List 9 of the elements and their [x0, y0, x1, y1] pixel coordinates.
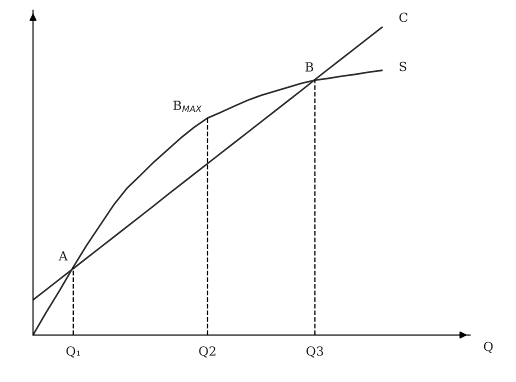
x-tick-label: Q3 — [306, 346, 324, 358]
series-label: C — [399, 12, 408, 22]
x-tick-label: Q₁ — [66, 346, 80, 358]
annotation: B — [305, 62, 314, 72]
text: Q — [484, 342, 493, 354]
series-label: S — [400, 62, 406, 72]
annotation: A — [58, 251, 68, 260]
x-tick-label: Q2 — [199, 346, 216, 358]
annotation: B$_{MAX}$ — [173, 100, 202, 112]
